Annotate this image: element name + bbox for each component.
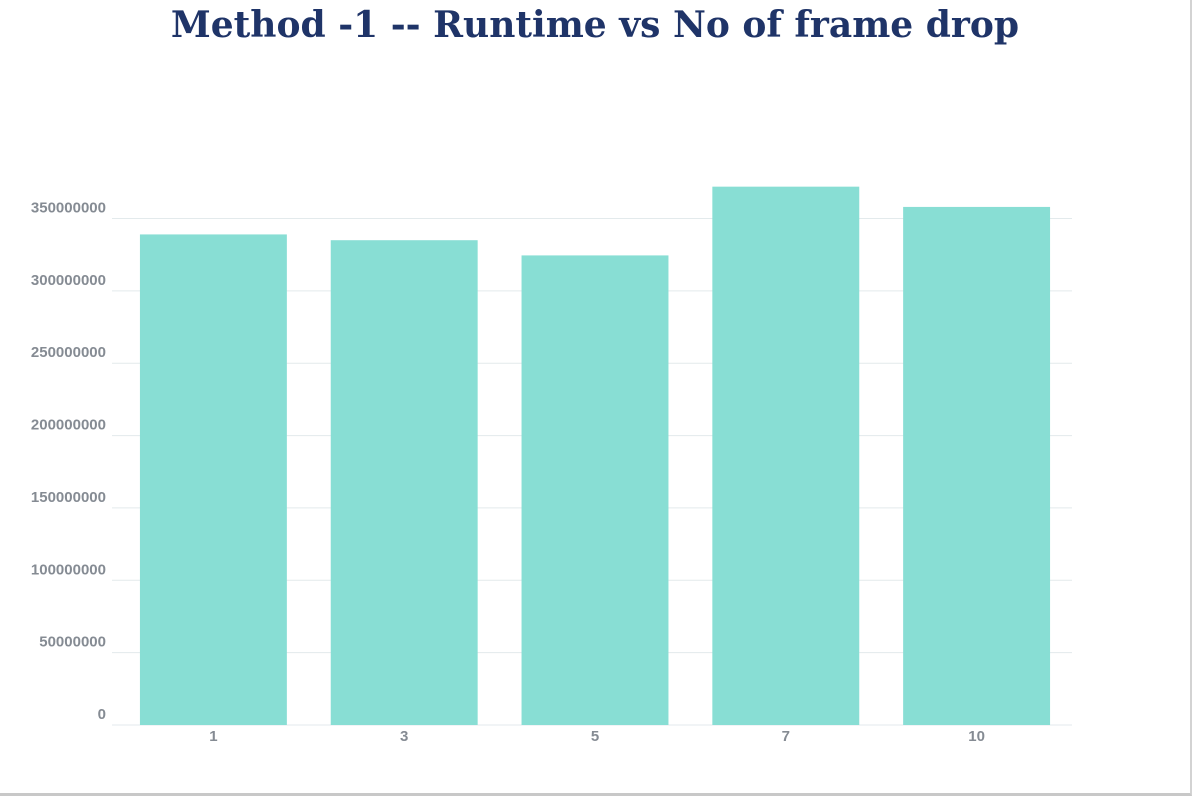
y-tick-label: 250000000 xyxy=(31,344,106,361)
y-tick-label: 100000000 xyxy=(31,561,106,578)
bars xyxy=(139,186,1051,726)
x-tick-label: 1 xyxy=(209,728,217,745)
x-tick-label: 3 xyxy=(400,728,408,745)
y-tick-label: 350000000 xyxy=(31,200,106,217)
y-tick-label: 200000000 xyxy=(31,417,106,434)
y-axis-tick-labels: 0 50000000 100000000 150000000 200000000 2500… xyxy=(31,200,106,724)
y-tick-label: 150000000 xyxy=(31,489,106,506)
bar-10 xyxy=(903,206,1051,725)
y-tick-label: 50000000 xyxy=(39,634,106,651)
bar-1 xyxy=(139,234,287,725)
y-tick-label: 300000000 xyxy=(31,272,106,289)
y-tick-label: 0 xyxy=(98,706,106,723)
bar-7 xyxy=(712,186,860,726)
x-tick-label: 5 xyxy=(591,728,599,745)
bar-5 xyxy=(521,255,669,725)
x-tick-label: 10 xyxy=(968,728,985,745)
bar-3 xyxy=(330,240,478,725)
x-tick-label: 7 xyxy=(782,728,790,745)
chart-title: Method -1 -- Runtime vs No of frame drop xyxy=(170,4,1020,46)
x-axis-tick-labels: 1 3 5 7 10 xyxy=(209,728,985,745)
